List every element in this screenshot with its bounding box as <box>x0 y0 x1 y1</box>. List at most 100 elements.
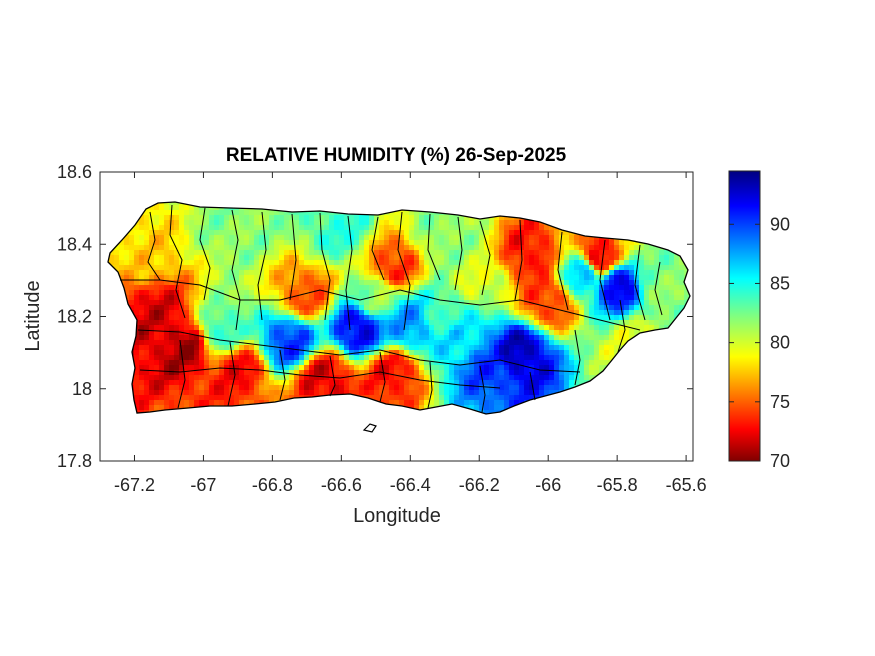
heat-cell <box>359 300 365 306</box>
heat-cell <box>494 265 500 271</box>
heat-cell <box>499 300 505 306</box>
heat-cell <box>489 230 495 236</box>
heat-cell <box>289 295 295 301</box>
heat-cell <box>629 320 635 326</box>
heat-cell <box>549 290 555 296</box>
heat-cell <box>194 240 200 246</box>
heat-cell <box>644 265 650 271</box>
heat-cell <box>569 295 575 301</box>
heat-cell <box>234 225 240 231</box>
heat-cell <box>629 280 635 286</box>
heat-cell <box>609 305 615 311</box>
heat-cell <box>379 225 385 231</box>
heat-cell <box>504 295 510 301</box>
heat-cell <box>154 390 160 396</box>
heat-cell <box>169 290 175 296</box>
heat-cell <box>599 305 605 311</box>
heat-cell <box>514 310 520 316</box>
heat-cell <box>314 305 320 311</box>
heat-cell <box>484 220 490 226</box>
heat-cell <box>309 325 315 331</box>
heat-cell <box>194 400 200 406</box>
heat-cell <box>389 260 395 266</box>
heat-cell <box>154 255 160 261</box>
heat-cell <box>399 365 405 371</box>
heat-cell <box>334 220 340 226</box>
heat-cell <box>319 340 325 346</box>
heat-cell <box>444 365 450 371</box>
heat-cell <box>239 215 245 221</box>
heat-cell <box>504 360 510 366</box>
heat-cell <box>184 330 190 336</box>
heat-cell <box>259 380 265 386</box>
heat-cell <box>399 275 405 281</box>
heat-cell <box>434 215 440 221</box>
heat-cell <box>194 320 200 326</box>
heat-cell <box>194 220 200 226</box>
heat-cell <box>254 225 260 231</box>
heat-cell <box>289 305 295 311</box>
heat-cell <box>544 385 550 391</box>
heat-cell <box>394 315 400 321</box>
heat-cell <box>214 275 220 281</box>
heat-cell <box>404 360 410 366</box>
heat-cell <box>444 400 450 406</box>
heat-cell <box>649 305 655 311</box>
heat-cell <box>354 385 360 391</box>
heat-cell <box>464 260 470 266</box>
heat-cell <box>664 260 670 266</box>
heat-cell <box>519 300 525 306</box>
heat-cell <box>249 335 255 341</box>
heat-cell <box>454 250 460 256</box>
heat-cell <box>144 330 150 336</box>
heat-cell <box>404 390 410 396</box>
heat-cell <box>379 385 385 391</box>
heat-cell <box>229 305 235 311</box>
heat-cell <box>234 275 240 281</box>
heat-cell <box>269 320 275 326</box>
heat-cell <box>324 225 330 231</box>
heat-cell <box>149 360 155 366</box>
heat-cell <box>314 250 320 256</box>
heat-cell <box>514 325 520 331</box>
heat-cell <box>654 270 660 276</box>
heat-cell <box>484 265 490 271</box>
heat-cell <box>264 300 270 306</box>
heat-cell <box>454 385 460 391</box>
heat-cell <box>594 320 600 326</box>
heat-cell <box>309 360 315 366</box>
heat-cell <box>249 210 255 216</box>
heat-cell <box>479 320 485 326</box>
heat-cell <box>369 250 375 256</box>
heat-cell <box>324 240 330 246</box>
heat-cell <box>194 310 200 316</box>
heat-cell <box>159 235 165 241</box>
heat-cell <box>459 400 465 406</box>
heat-cell <box>349 350 355 356</box>
heat-cell <box>379 325 385 331</box>
heat-cell <box>474 385 480 391</box>
heat-cell <box>199 390 205 396</box>
heat-cell <box>394 245 400 251</box>
heat-cell <box>359 265 365 271</box>
heat-cell <box>309 225 315 231</box>
heat-cell <box>674 300 680 306</box>
heat-cell <box>459 310 465 316</box>
heat-cell <box>514 350 520 356</box>
heat-cell <box>679 275 685 281</box>
heat-cell <box>569 370 575 376</box>
heat-cell <box>279 350 285 356</box>
heat-cell <box>569 380 575 386</box>
heat-cell <box>399 285 405 291</box>
heat-cell <box>194 380 200 386</box>
heat-cell <box>154 295 160 301</box>
heat-cell <box>219 220 225 226</box>
heat-cell <box>529 240 535 246</box>
heat-cell <box>204 345 210 351</box>
heat-cell <box>294 260 300 266</box>
heat-cell <box>219 355 225 361</box>
heat-cell <box>264 350 270 356</box>
heat-cell <box>484 310 490 316</box>
heat-cell <box>299 250 305 256</box>
heat-cell <box>289 240 295 246</box>
